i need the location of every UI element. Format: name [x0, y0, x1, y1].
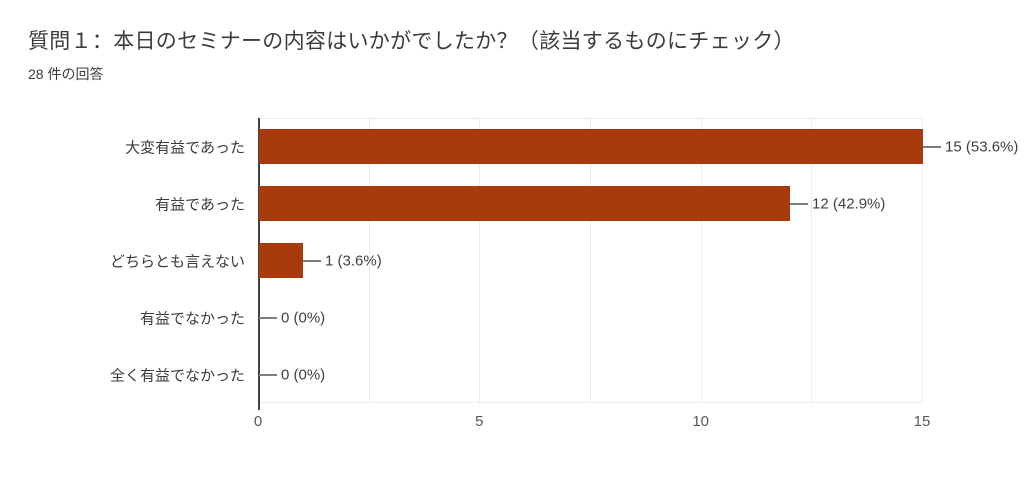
x-tick-label: 10: [692, 413, 709, 430]
plot-top-border: [258, 118, 922, 119]
gridline: [811, 118, 812, 403]
value-label-connector: [259, 316, 277, 319]
value-label: 12 (42.9%): [812, 195, 886, 212]
category-label: 大変有益であった: [125, 139, 245, 156]
gridline: [701, 118, 702, 403]
gridline: [479, 118, 480, 403]
bar-chart-plot-area: 15 (53.6%) 12 (42.9%) 1 (3.6%) 0 (0%) 0 (0%): [258, 118, 1018, 410]
value-label-connector: [303, 259, 321, 262]
chart-bar: [259, 243, 303, 278]
x-tick-label: 15: [913, 413, 931, 430]
chart-bar: [259, 186, 790, 221]
value-label-connector: [790, 202, 808, 205]
value-label: 0 (0%): [281, 309, 326, 326]
question-title: 質問１：本日のセミナーの内容はいかがでしたか？（該当するものにチェック）: [28, 30, 795, 53]
value-label-connector: [923, 145, 941, 148]
x-tick-label: 5: [475, 413, 484, 430]
value-label: 1 (3.6%): [325, 252, 382, 269]
category-label: 有益でなかった: [139, 310, 245, 327]
gridline: [922, 118, 923, 403]
x-tick-label: 0: [253, 413, 263, 430]
response-count: 28 件の回答: [28, 66, 104, 82]
value-label: 15 (53.6%): [945, 138, 1019, 155]
value-label: 0 (0%): [281, 366, 326, 383]
category-label: 有益であった: [155, 196, 245, 213]
plot-bottom-border: [258, 402, 922, 403]
value-label-connector: [259, 373, 277, 376]
category-label: どちらとも言えない: [109, 253, 245, 270]
category-label: 全く有益でなかった: [109, 367, 245, 384]
gridline: [369, 118, 370, 403]
gridline: [590, 118, 591, 403]
chart-bar: [259, 129, 923, 164]
